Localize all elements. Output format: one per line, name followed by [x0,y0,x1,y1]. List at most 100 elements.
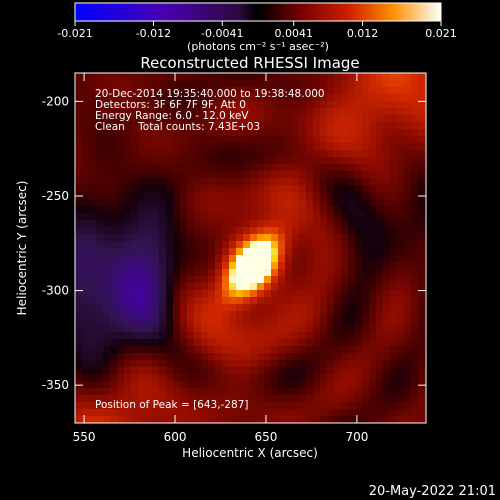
heatmap-cell [96,346,104,354]
heatmap-cell [271,192,279,200]
heatmap-cell [292,122,300,130]
heatmap-cell [355,206,363,214]
heatmap-cell [285,332,293,340]
heatmap-cell [236,283,244,291]
heatmap-cell [152,136,160,144]
heatmap-cell [152,241,160,249]
heatmap-cell [124,185,132,193]
heatmap-cell [75,290,83,298]
heatmap-cell [334,311,342,319]
heatmap-cell [96,220,104,228]
heatmap-cell [201,283,209,291]
heatmap-cell [152,360,160,368]
heatmap-cell [243,346,251,354]
heatmap-cell [187,262,195,270]
heatmap-cell [173,164,181,172]
heatmap-cell [152,199,160,207]
heatmap-cell [306,87,314,95]
heatmap-cell [327,409,335,417]
heatmap-cell [341,276,349,284]
heatmap-cell [117,206,125,214]
heatmap-cell [110,101,118,109]
heatmap-cell [187,122,195,130]
heatmap-cell [187,150,195,158]
heatmap-cell [306,374,314,382]
heatmap-cell [327,269,335,277]
heatmap-cell [362,213,370,221]
heatmap-cell [327,353,335,361]
heatmap-cell [89,332,97,340]
heatmap-cell [278,73,286,81]
heatmap-cell [250,283,258,291]
heatmap-cell [236,227,244,235]
heatmap-cell [124,192,132,200]
heatmap-cell [418,402,426,410]
heatmap-cell [103,199,111,207]
heatmap-cell [215,227,223,235]
heatmap-cell [264,157,272,165]
heatmap-cell [201,318,209,326]
heatmap-cell [285,409,293,417]
heatmap-cell [355,381,363,389]
heatmap-cell [257,360,265,368]
heatmap-cell [320,332,328,340]
heatmap-cell [96,290,104,298]
heatmap-cell [152,388,160,396]
heatmap-cell [348,325,356,333]
heatmap-cell [145,339,153,347]
heatmap-cell [390,388,398,396]
heatmap-cell [194,402,202,410]
heatmap-cell [75,402,83,410]
heatmap-cell [159,150,167,158]
heatmap-cell [257,178,265,186]
heatmap-cell [187,136,195,144]
heatmap-cell [96,178,104,186]
heatmap-cell [292,108,300,116]
heatmap-cell [341,94,349,102]
heatmap-cell [159,108,167,116]
heatmap-cell [117,213,125,221]
heatmap-cell [145,171,153,179]
heatmap-cell [341,388,349,396]
heatmap-cell [236,325,244,333]
heatmap-cell [138,80,146,88]
heatmap-cell [75,269,83,277]
heatmap-cell [180,178,188,186]
heatmap-cell [166,122,174,130]
heatmap-cell [208,290,216,298]
heatmap-cell [257,290,265,298]
heatmap-cell [159,157,167,165]
heatmap-cell [222,304,230,312]
heatmap-cell [362,178,370,186]
heatmap-cell [75,388,83,396]
heatmap-cell [152,150,160,158]
heatmap-cell [243,73,251,81]
heatmap-cell [348,213,356,221]
heatmap-cell [383,339,391,347]
heatmap-cell [236,381,244,389]
heatmap-cell [376,339,384,347]
heatmap-cell [299,332,307,340]
heatmap-cell [376,276,384,284]
heatmap-cell [334,332,342,340]
heatmap-cell [306,416,314,423]
heatmap-cell [320,129,328,137]
heatmap-cell [334,136,342,144]
heatmap-cell [145,150,153,158]
heatmap-cell [341,108,349,116]
heatmap-cell [145,241,153,249]
heatmap-cell [327,290,335,298]
heatmap-cell [348,283,356,291]
heatmap-cell [390,395,398,403]
heatmap-cell [187,129,195,137]
heatmap-cell [159,367,167,375]
heatmap-cell [89,325,97,333]
heatmap-cell [208,150,216,158]
heatmap-cell [299,80,307,88]
heatmap-cell [397,220,405,228]
heatmap-cell [418,255,426,263]
heatmap-cell [292,206,300,214]
heatmap-cell [355,101,363,109]
heatmap-cell [264,346,272,354]
heatmap-cell [138,353,146,361]
